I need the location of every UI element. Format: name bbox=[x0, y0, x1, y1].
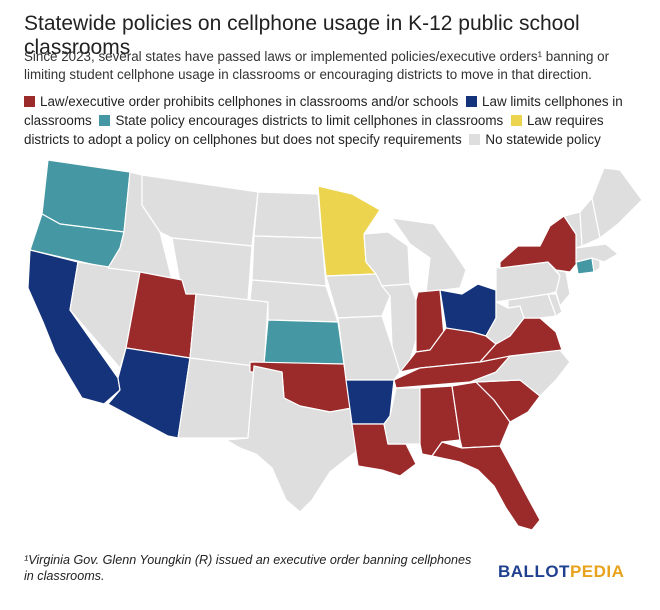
legend-label-limits: Law limits cellphones in classrooms bbox=[24, 94, 623, 128]
legend-swatch-encourages bbox=[99, 115, 111, 126]
logo-part-pedia: PEDIA bbox=[569, 562, 625, 581]
legend-label-prohibits: Law/executive order prohibits cellphones… bbox=[40, 94, 459, 109]
legend-label-requires: Law requires districts to adopt a policy… bbox=[24, 113, 604, 147]
state-IA bbox=[325, 273, 391, 319]
state-DE bbox=[547, 293, 563, 317]
legend-swatch-requires bbox=[510, 115, 522, 126]
chart-title: Statewide policies on cellphone usage in… bbox=[24, 12, 580, 59]
legend: Law/executive order prohibits cellphones… bbox=[24, 92, 636, 149]
legend-item-limits: Law limits cellphones in classrooms bbox=[24, 94, 623, 128]
legend-item-requires: Law requires districts to adopt a policy… bbox=[24, 113, 604, 147]
legend-label-encourages: State policy encourages districts to lim… bbox=[115, 113, 504, 128]
legend-item-encourages: State policy encourages districts to lim… bbox=[99, 113, 503, 128]
us-states-map bbox=[27, 160, 643, 531]
state-NM bbox=[177, 357, 255, 439]
state-FL bbox=[431, 441, 541, 531]
state-AR bbox=[345, 379, 395, 425]
logo-part-ballot: BALLOT bbox=[498, 562, 570, 581]
footnote: ¹Virginia Gov. Glenn Youngkin (R) issued… bbox=[24, 553, 472, 583]
state-MI bbox=[391, 217, 467, 293]
state-shapes bbox=[27, 160, 643, 531]
state-NC bbox=[469, 349, 571, 397]
state-SD bbox=[251, 235, 327, 287]
legend-swatch-prohibits bbox=[24, 96, 35, 107]
legend-item-none: No statewide policy bbox=[469, 132, 601, 147]
state-ND bbox=[253, 191, 323, 239]
state-ME bbox=[591, 167, 643, 239]
state-CO bbox=[189, 293, 269, 369]
state-MO bbox=[337, 315, 401, 381]
legend-swatch-none bbox=[469, 134, 481, 145]
legend-swatch-limits bbox=[466, 96, 478, 107]
state-KS bbox=[263, 319, 345, 365]
legend-label-none: No statewide policy bbox=[485, 132, 601, 147]
state-VT bbox=[563, 211, 583, 249]
legend-item-prohibits: Law/executive order prohibits cellphones… bbox=[24, 94, 458, 109]
chart-subtitle: Since 2023, several states have passed l… bbox=[24, 49, 610, 82]
state-MA bbox=[575, 243, 619, 263]
ballotpedia-logo: BALLOTPEDIA bbox=[498, 562, 624, 582]
state-TX bbox=[225, 365, 359, 513]
state-ID bbox=[107, 171, 173, 281]
state-NY bbox=[499, 215, 579, 273]
